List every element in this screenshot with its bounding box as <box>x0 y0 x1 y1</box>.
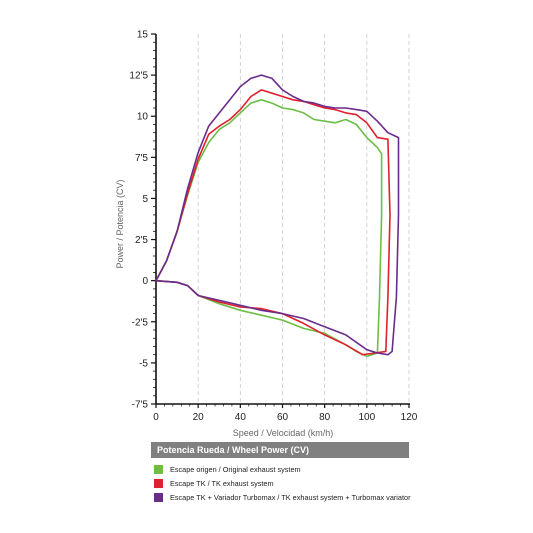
series-line-2 <box>155 74 400 356</box>
legend-swatch-purple <box>154 493 163 502</box>
y-tick-label: 2'5 <box>135 235 148 246</box>
y-tick-label: 5 <box>142 194 148 205</box>
series-lines <box>155 74 400 358</box>
x-axis-title: Speed / Velocidad (km/h) <box>233 428 334 438</box>
legend-label: Escape TK / TK exhaust system <box>170 479 274 488</box>
y-tick-label: 15 <box>137 30 149 41</box>
y-tick-label: 12'5 <box>129 71 148 82</box>
x-tick-label: 60 <box>277 412 289 423</box>
y-tick-label: -5 <box>139 358 148 369</box>
x-tick-label: 80 <box>319 412 331 423</box>
y-tick-label: 10 <box>137 112 149 123</box>
y-tick-label: 7'5 <box>135 153 148 164</box>
legend-item-turbomax: Escape TK + Variador Turbomax / TK exhau… <box>151 492 411 503</box>
legend: Potencia Rueda / Wheel Power (CV) Escape… <box>151 442 411 506</box>
legend-label: Escape TK + Variador Turbomax / TK exhau… <box>170 493 411 502</box>
y-tick-label: 0 <box>142 276 148 287</box>
x-tick-label: 20 <box>193 412 205 423</box>
y-axis-title: Power / Potencia (CV) <box>115 179 125 268</box>
series-line-1 <box>155 89 391 356</box>
legend-item-original: Escape origen / Original exhaust system <box>151 464 409 475</box>
legend-swatch-green <box>154 465 163 474</box>
series-line-0 <box>155 99 383 358</box>
x-tick-label: 40 <box>235 412 247 423</box>
x-tick-label: 0 <box>153 412 159 423</box>
x-tick-label: 100 <box>358 412 375 423</box>
legend-swatch-red <box>154 479 163 488</box>
grid-lines <box>197 34 410 404</box>
y-tick-label: -7'5 <box>132 400 149 411</box>
legend-title: Potencia Rueda / Wheel Power (CV) <box>151 442 409 458</box>
y-tick-label: -2'5 <box>132 317 149 328</box>
legend-label: Escape origen / Original exhaust system <box>170 465 301 474</box>
x-tick-label: 120 <box>401 412 418 423</box>
legend-item-tk: Escape TK / TK exhaust system <box>151 478 409 489</box>
ticks: 0 20 40 60 80 100 120 15 12'5 10 7'5 5 2'5 0 -2'5 -5 -7'… <box>129 30 417 424</box>
